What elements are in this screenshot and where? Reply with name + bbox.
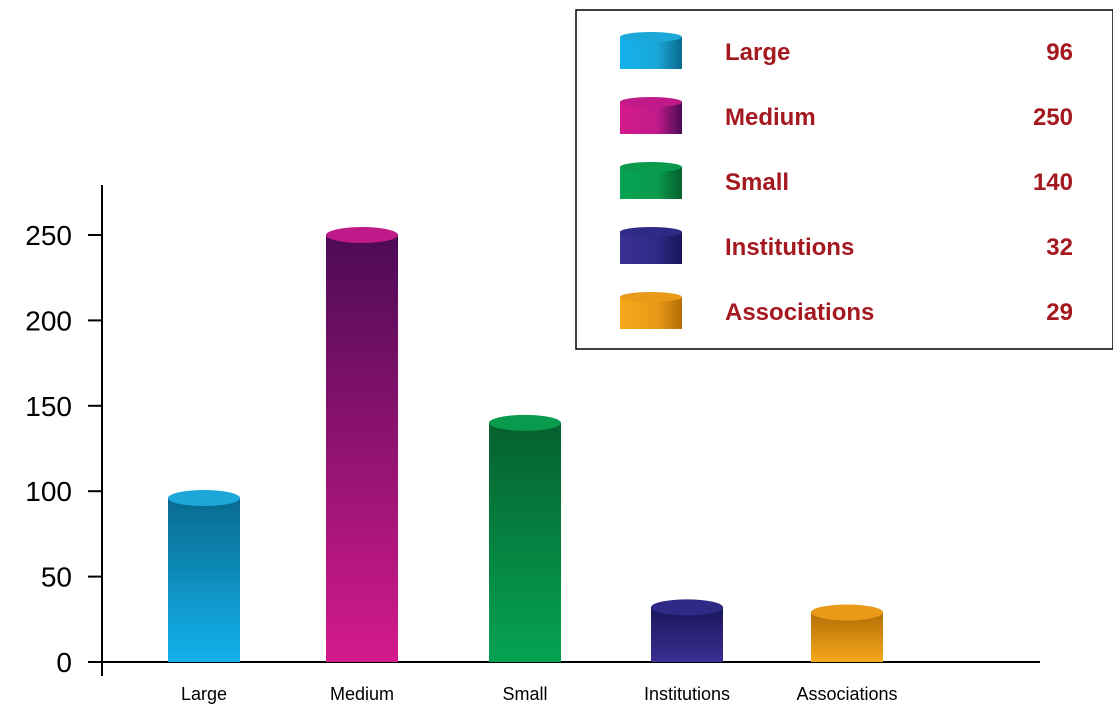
legend-value: 29 — [1046, 299, 1073, 326]
legend-item: Institutions 32 — [620, 227, 1073, 264]
legend-swatch-cap — [620, 227, 682, 237]
legend-item: Small 140 — [620, 162, 1073, 199]
bar-cap — [489, 414, 561, 431]
bar-small — [489, 414, 561, 662]
bar-cap — [168, 490, 240, 507]
legend-label: Institutions — [725, 234, 854, 261]
y-tick-label: 50 — [41, 562, 72, 593]
legend-item: Medium 250 — [620, 97, 1073, 134]
legend-swatch-cap — [620, 32, 682, 42]
bar-associations — [811, 604, 883, 662]
bar-medium — [326, 227, 398, 662]
bar-body — [168, 498, 240, 662]
legend-swatch-cap — [620, 97, 682, 107]
x-tick-label: Institutions — [644, 684, 730, 704]
x-tick-label: Large — [181, 684, 227, 704]
y-tick-label: 0 — [56, 647, 72, 678]
legend-swatch-cap — [620, 162, 682, 172]
legend-value: 250 — [1033, 104, 1073, 131]
legend-item: Associations 29 — [620, 292, 1073, 329]
y-tick-label: 250 — [25, 220, 72, 251]
plot-area: 0 50 100 150 200 250 Large Medium Small Instituti… — [25, 185, 1040, 704]
bar-body — [489, 422, 561, 662]
legend-swatch — [620, 232, 682, 264]
legend-swatch-cap — [620, 292, 682, 302]
y-tick-label: 200 — [25, 305, 72, 336]
bar-cap — [811, 604, 883, 621]
bar-institutions — [651, 599, 723, 662]
y-tick-label: 150 — [25, 391, 72, 422]
bar-cap — [326, 227, 398, 243]
bar-cap — [651, 599, 723, 616]
x-tick-label: Medium — [330, 684, 394, 704]
legend-label: Large — [725, 39, 790, 66]
legend: Large 96 Medium 250 Small 140 Institutions 32 As… — [575, 9, 1113, 350]
x-tick-label: Associations — [796, 684, 897, 704]
bar-body — [651, 607, 723, 662]
legend-swatch — [620, 167, 682, 199]
legend-swatch — [620, 102, 682, 134]
x-tick-label: Small — [502, 684, 547, 704]
legend-item: Large 96 — [620, 32, 1073, 69]
legend-value: 96 — [1046, 39, 1073, 66]
legend-value: 140 — [1033, 169, 1073, 196]
legend-label: Associations — [725, 299, 874, 326]
legend-swatch — [620, 37, 682, 69]
bar-body — [811, 612, 883, 662]
bar-body — [326, 235, 398, 662]
legend-swatch — [620, 297, 682, 329]
bar-large — [168, 490, 240, 662]
y-tick-label: 100 — [25, 476, 72, 507]
legend-label: Small — [725, 169, 789, 196]
legend-label: Medium — [725, 104, 816, 131]
legend-value: 32 — [1046, 234, 1073, 261]
